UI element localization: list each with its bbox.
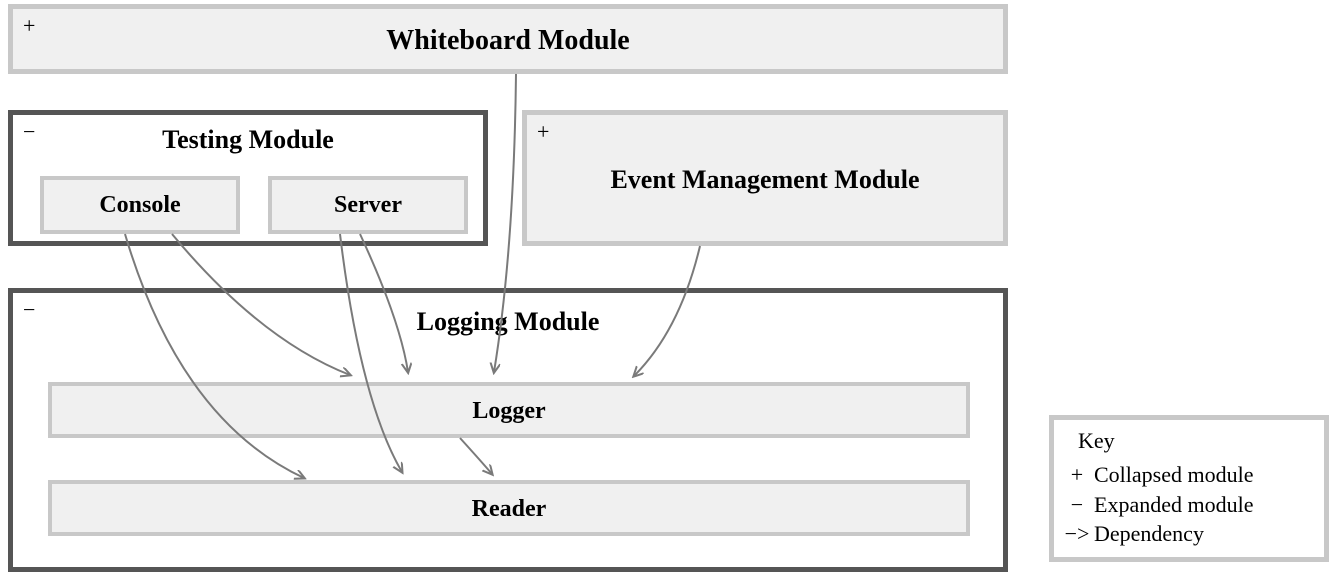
plus-icon: + [1060, 460, 1094, 490]
legend-label: Collapsed module [1094, 462, 1253, 487]
diagram-area: + Whiteboard Module − Testing Module Con… [0, 0, 1015, 582]
plus-icon: + [23, 13, 35, 39]
legend-title: Key [1078, 428, 1318, 454]
legend-row-expanded: −Expanded module [1060, 490, 1318, 520]
server-label: Server [334, 192, 402, 219]
server-submodule: Server [268, 176, 468, 234]
minus-icon: − [23, 119, 35, 145]
console-label: Console [99, 192, 180, 219]
console-submodule: Console [40, 176, 240, 234]
legend-label: Dependency [1094, 521, 1204, 546]
testing-module-title: Testing Module [162, 125, 334, 155]
reader-label: Reader [472, 496, 547, 523]
legend-row-dependency: −>Dependency [1060, 519, 1318, 549]
whiteboard-module-title: Whiteboard Module [386, 25, 629, 57]
legend-label: Expanded module [1094, 492, 1253, 517]
whiteboard-module: + Whiteboard Module [8, 4, 1008, 74]
event-management-module-title: Event Management Module [610, 165, 919, 195]
arrow-icon: −> [1060, 519, 1094, 549]
legend: Key +Collapsed module −Expanded module −… [1049, 415, 1329, 562]
minus-icon: − [23, 297, 35, 323]
logger-submodule: Logger [48, 382, 970, 438]
logging-module-title: Logging Module [417, 307, 600, 337]
logger-label: Logger [472, 398, 545, 425]
reader-submodule: Reader [48, 480, 970, 536]
minus-icon: − [1060, 490, 1094, 520]
legend-row-collapsed: +Collapsed module [1060, 460, 1318, 490]
event-management-module: + Event Management Module [522, 110, 1008, 246]
plus-icon: + [537, 119, 549, 145]
